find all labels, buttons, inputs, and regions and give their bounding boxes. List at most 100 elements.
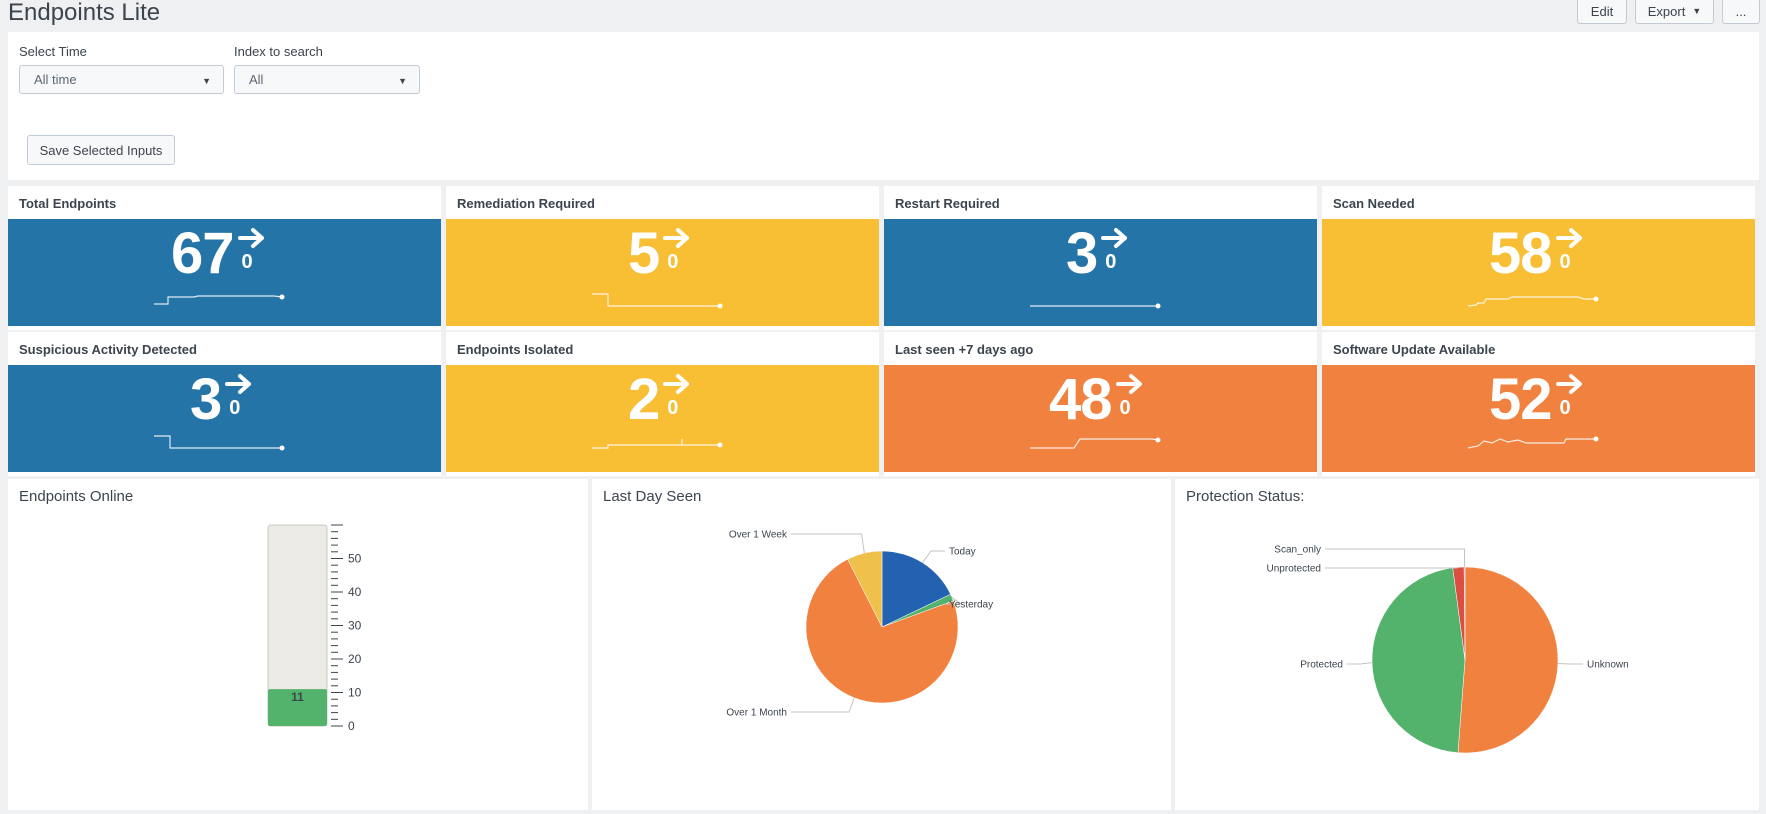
single-value-tile[interactable]: 58 0 xyxy=(1322,219,1755,326)
single-value-display: 67 0 xyxy=(171,219,272,289)
pie-leader-line xyxy=(1325,566,1459,569)
arrow-right-icon xyxy=(225,374,252,394)
export-button-label: Export xyxy=(1647,3,1686,19)
arrow-right-icon xyxy=(1101,228,1128,248)
pie-label: Over 1 Week xyxy=(729,530,788,541)
filler-gauge[interactable]: 11 0 10 20 30 40 50 xyxy=(8,479,588,810)
single-value: 3 xyxy=(190,367,222,432)
pie-leader-line xyxy=(791,697,855,713)
panel-scan-needed: Scan Needed 58 0 xyxy=(1322,186,1755,330)
single-value-tile[interactable]: 3 0 xyxy=(8,365,441,472)
arrow-right-icon xyxy=(1555,228,1582,248)
trend-indicator: 0 xyxy=(237,219,272,279)
single-value-tile[interactable]: 3 0 xyxy=(884,219,1317,326)
trend-indicator: 0 xyxy=(1555,365,1590,425)
edit-button[interactable]: Edit xyxy=(1577,0,1627,24)
panel-suspicious-activity: Suspicious Activity Detected 3 0 xyxy=(8,332,441,476)
pie-label: Unknown xyxy=(1587,660,1629,671)
panel-title: Last seen +7 days ago xyxy=(895,342,1034,357)
pie-slice-over-1-week[interactable] xyxy=(847,550,883,628)
pie-slice-unknown[interactable] xyxy=(1457,566,1559,754)
pie-slice-scan-only[interactable] xyxy=(1463,566,1466,661)
single-value-tile[interactable]: 67 0 xyxy=(8,219,441,326)
page-title: Endpoints Lite xyxy=(8,0,161,26)
caret-down-icon: ▼ xyxy=(1692,6,1702,16)
time-input-label: Select Time xyxy=(19,44,87,59)
gauge-fill xyxy=(268,689,327,726)
single-value-tile[interactable]: 48 0 xyxy=(884,365,1317,472)
trend-delta: 0 xyxy=(241,251,253,273)
gauge-tick-label: 50 xyxy=(348,552,362,566)
index-dropdown[interactable]: All ▼ xyxy=(234,65,420,94)
panel-endpoints-isolated: Endpoints Isolated 2 0 xyxy=(446,332,879,476)
pie-slice-over-1-month[interactable] xyxy=(805,558,959,704)
gauge-tick-label: 10 xyxy=(348,686,362,700)
chart-title: Endpoints Online xyxy=(19,488,134,505)
single-value-tile[interactable]: 52 0 xyxy=(1322,365,1755,472)
single-value: 5 xyxy=(628,221,660,286)
trend-delta: 0 xyxy=(1559,397,1571,419)
gauge-tick-label: 20 xyxy=(348,652,362,666)
single-value-tile[interactable]: 2 0 xyxy=(446,365,879,472)
trend-delta: 0 xyxy=(667,251,679,273)
pie-leader-line xyxy=(1325,548,1466,568)
pie-slice-protected[interactable] xyxy=(1371,567,1466,754)
pie-chart-protection-status[interactable]: Unknown Protected Unprotected Scan_only xyxy=(1175,479,1759,810)
pie-leader-line xyxy=(1347,662,1373,665)
trend-delta: 0 xyxy=(1559,251,1571,273)
single-value-display: 52 0 xyxy=(1489,365,1590,435)
panel-title: Scan Needed xyxy=(1333,196,1415,211)
single-value-display: 2 0 xyxy=(628,365,697,435)
gauge-tick-label: 0 xyxy=(348,719,355,733)
panel-last-seen-7-days: Last seen +7 days ago 48 0 xyxy=(884,332,1317,476)
trend-indicator: 0 xyxy=(1555,219,1590,279)
trend-indicator: 0 xyxy=(663,219,697,279)
panel-restart-required: Restart Required 3 0 xyxy=(884,186,1317,330)
pie-leader-line xyxy=(945,597,963,605)
panel-total-endpoints: Total Endpoints 67 0 xyxy=(8,186,441,330)
panel-title: Remediation Required xyxy=(457,196,595,211)
pie-leader-line xyxy=(922,550,945,564)
single-value: 58 xyxy=(1489,221,1553,286)
sparkline xyxy=(592,439,723,449)
single-value-display: 3 0 xyxy=(1066,219,1135,289)
arrow-right-icon xyxy=(1555,374,1582,394)
panel-endpoints-online: Endpoints Online 11 0 10 20 30 40 50 xyxy=(8,479,588,810)
trend-indicator: 0 xyxy=(663,365,697,425)
trend-indicator: 0 xyxy=(225,365,259,425)
edit-button-label: Edit xyxy=(1590,3,1614,19)
single-value-display: 48 0 xyxy=(1049,365,1150,435)
pie-label: Protected xyxy=(1300,660,1343,671)
more-button-label: ... xyxy=(1735,3,1747,19)
chart-title: Last Day Seen xyxy=(603,488,702,505)
sparkline xyxy=(1030,437,1161,449)
panel-software-update: Software Update Available 52 0 xyxy=(1322,332,1755,476)
save-inputs-label: Save Selected Inputs xyxy=(39,142,163,158)
trend-delta: 0 xyxy=(1119,397,1131,419)
trend-indicator: 0 xyxy=(1115,365,1150,425)
panel-title: Suspicious Activity Detected xyxy=(19,342,197,357)
single-value: 3 xyxy=(1066,221,1098,286)
pie-label: Yesterday xyxy=(949,600,993,611)
more-button[interactable]: ... xyxy=(1722,0,1760,24)
single-value-tile[interactable]: 5 0 xyxy=(446,219,879,326)
caret-down-icon: ▼ xyxy=(398,76,407,86)
pie-label: Unprotected xyxy=(1267,564,1321,575)
pie-label: Today xyxy=(949,547,976,558)
single-value: 67 xyxy=(171,221,235,286)
gauge-value-label: 11 xyxy=(291,690,304,704)
arrow-right-icon xyxy=(663,374,690,394)
single-value: 48 xyxy=(1049,367,1113,432)
pie-chart-last-day-seen[interactable]: Today Yesterday Over 1 Month Over 1 Week xyxy=(592,479,1171,810)
caret-down-icon: ▼ xyxy=(202,76,211,86)
pie-label: Scan_only xyxy=(1274,545,1321,556)
arrow-right-icon xyxy=(663,228,690,248)
panel-remediation-required: Remediation Required 5 0 xyxy=(446,186,879,330)
export-button[interactable]: Export ▼ xyxy=(1635,0,1714,24)
time-dropdown[interactable]: All time ▼ xyxy=(19,65,224,94)
single-value-display: 58 0 xyxy=(1489,219,1590,289)
save-inputs-button[interactable]: Save Selected Inputs xyxy=(27,135,175,165)
single-value: 2 xyxy=(628,367,660,432)
arrow-right-icon xyxy=(1115,374,1142,394)
sparkline xyxy=(592,293,723,309)
